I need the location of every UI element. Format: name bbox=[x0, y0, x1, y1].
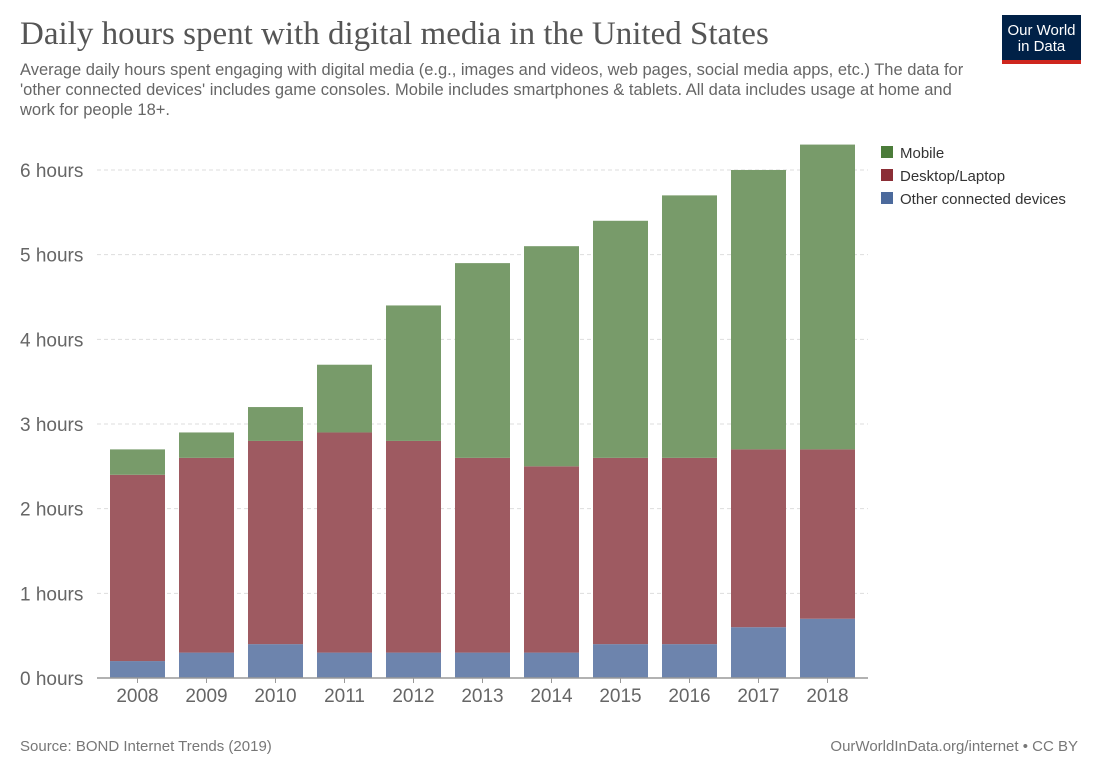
bar-mobile-2018 bbox=[800, 144, 855, 450]
bar-other-connected-devices-2018 bbox=[800, 618, 855, 678]
bar-desktop-laptop-2013 bbox=[455, 457, 510, 653]
x-tick-label: 2018 bbox=[806, 686, 848, 707]
x-tick-label: 2013 bbox=[461, 686, 503, 707]
bar-mobile-2015 bbox=[593, 220, 648, 458]
bar-mobile-2008 bbox=[110, 449, 165, 475]
y-tick-label: 0 hours bbox=[20, 669, 83, 690]
x-tick-label: 2010 bbox=[254, 686, 296, 707]
bar-other-connected-devices-2012 bbox=[386, 652, 441, 678]
bar-other-connected-devices-2010 bbox=[248, 644, 303, 678]
bar-other-connected-devices-2014 bbox=[524, 652, 579, 678]
x-tick-label: 2012 bbox=[392, 686, 434, 707]
source-note[interactable]: Source: BOND Internet Trends (2019) bbox=[20, 738, 272, 755]
owid-logo[interactable]: Our World in Data bbox=[1002, 15, 1081, 64]
legend-swatch bbox=[881, 146, 893, 158]
bar-other-connected-devices-2013 bbox=[455, 652, 510, 678]
bar-desktop-laptop-2018 bbox=[800, 449, 855, 619]
bar-other-connected-devices-2015 bbox=[593, 644, 648, 678]
bar-desktop-laptop-2015 bbox=[593, 457, 648, 645]
legend-label: Other connected devices bbox=[900, 191, 1066, 208]
bar-mobile-2009 bbox=[179, 432, 234, 458]
y-tick-label: 1 hours bbox=[20, 584, 83, 605]
x-tick-label: 2016 bbox=[668, 686, 710, 707]
bar-other-connected-devices-2008 bbox=[110, 661, 165, 678]
bar-mobile-2013 bbox=[455, 263, 510, 458]
y-tick-label: 6 hours bbox=[20, 161, 83, 182]
y-tick-label: 3 hours bbox=[20, 415, 83, 436]
x-tick-label: 2015 bbox=[599, 686, 641, 707]
bar-mobile-2010 bbox=[248, 407, 303, 441]
bar-desktop-laptop-2009 bbox=[179, 457, 234, 653]
bar-mobile-2011 bbox=[317, 364, 372, 433]
bar-desktop-laptop-2017 bbox=[731, 449, 786, 628]
bar-desktop-laptop-2008 bbox=[110, 474, 165, 662]
bar-other-connected-devices-2016 bbox=[662, 644, 717, 678]
legend-swatch bbox=[881, 169, 893, 181]
x-tick-label: 2014 bbox=[530, 686, 573, 707]
bar-mobile-2014 bbox=[524, 246, 579, 467]
x-tick-label: 2011 bbox=[324, 686, 365, 707]
chart-title: Daily hours spent with digital media in … bbox=[20, 16, 769, 52]
bar-other-connected-devices-2017 bbox=[731, 627, 786, 678]
legend-swatch bbox=[881, 192, 893, 204]
bar-desktop-laptop-2012 bbox=[386, 440, 441, 653]
bar-mobile-2017 bbox=[731, 169, 786, 450]
y-tick-label: 5 hours bbox=[20, 246, 83, 267]
bar-desktop-laptop-2014 bbox=[524, 466, 579, 653]
x-tick-label: 2017 bbox=[737, 686, 779, 707]
y-tick-label: 4 hours bbox=[20, 330, 83, 351]
bar-other-connected-devices-2009 bbox=[179, 652, 234, 678]
bar-desktop-laptop-2010 bbox=[248, 440, 303, 645]
y-tick-label: 2 hours bbox=[20, 500, 83, 521]
x-tick-label: 2008 bbox=[116, 686, 158, 707]
bar-desktop-laptop-2011 bbox=[317, 432, 372, 653]
credit-link[interactable]: OurWorldInData.org/internet • CC BY bbox=[830, 738, 1078, 755]
bar-desktop-laptop-2016 bbox=[662, 457, 717, 645]
legend-label: Desktop/Laptop bbox=[900, 168, 1005, 185]
bar-other-connected-devices-2011 bbox=[317, 652, 372, 678]
legend-label: Mobile bbox=[900, 145, 944, 162]
chart-subtitle: Average daily hours spent engaging with … bbox=[20, 61, 964, 119]
bar-mobile-2016 bbox=[662, 195, 717, 458]
x-tick-label: 2009 bbox=[185, 686, 227, 707]
bar-mobile-2012 bbox=[386, 305, 441, 441]
